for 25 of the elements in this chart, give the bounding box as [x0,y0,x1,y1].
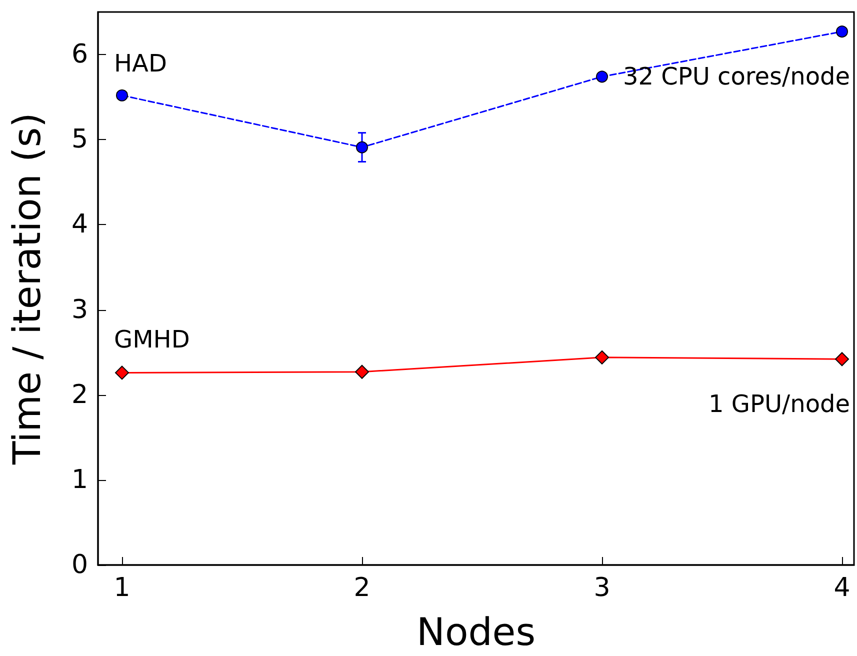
y-tick-label: 5 [71,124,88,155]
point [355,364,369,379]
x-tick-label: 2 [354,573,370,603]
point [596,70,608,83]
x-tick-label: 1 [114,573,130,603]
point [836,26,848,38]
annotation: 32 CPU cores/node [622,62,850,91]
y-tick-label: 6 [71,40,88,70]
point [595,350,609,364]
annotation: 1 GPU/node [708,390,850,418]
y-tick-label: 4 [71,210,88,240]
y-tick-label: 3 [71,294,88,325]
y-tick-label: 1 [71,464,88,495]
x-tick-label: 3 [594,573,610,603]
point [835,352,849,366]
y-axis-title: Time / iteration (s) [5,112,49,466]
y-tick-label: 2 [71,380,88,410]
point [356,141,368,154]
point [116,89,128,102]
series-label: HAD [114,49,167,78]
x-tick-label: 4 [834,573,850,603]
point [115,366,129,380]
y-tick-label: 0 [71,550,88,580]
series-label: GMHD [114,326,190,354]
x-axis-title: Nodes [416,610,536,654]
